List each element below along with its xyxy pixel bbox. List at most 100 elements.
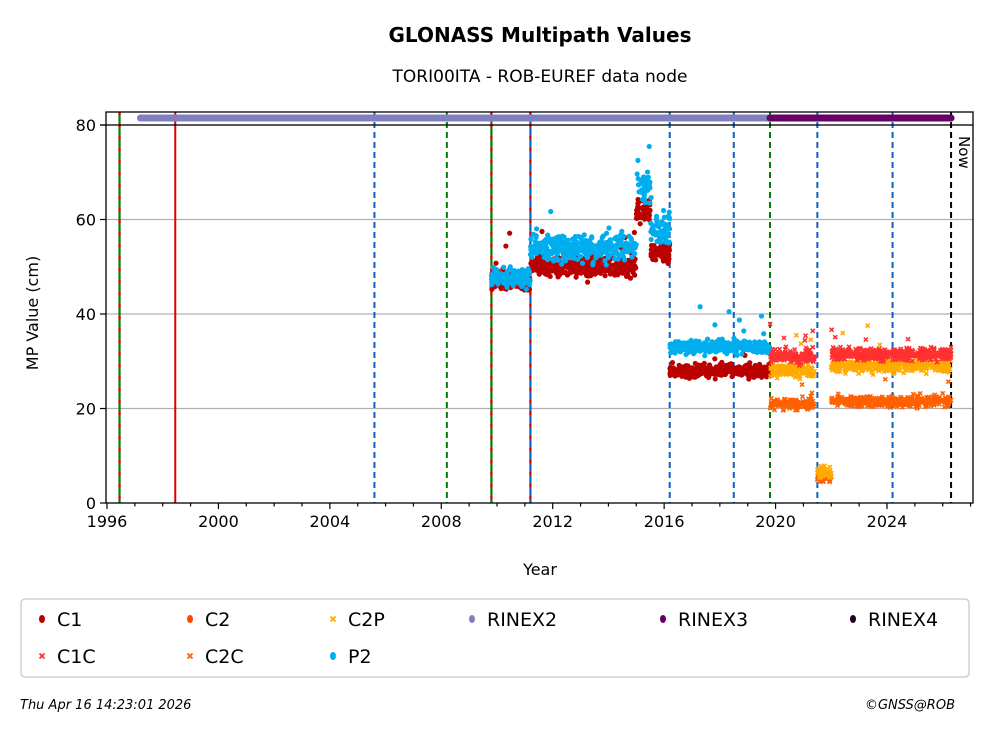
data-point-c2p <box>822 470 828 477</box>
data-point-c1 <box>528 260 534 267</box>
data-point-c1c <box>891 348 897 354</box>
data-point-c2p <box>923 371 929 377</box>
data-point-c2c <box>802 403 808 409</box>
data-point-c1 <box>544 270 550 276</box>
data-point-p2 <box>583 237 589 244</box>
data-point-p2 <box>715 344 721 350</box>
data-point-c2p <box>817 469 824 475</box>
data-point-p2 <box>656 235 663 241</box>
data-point-c1 <box>674 372 680 378</box>
data-point-p2 <box>581 232 587 238</box>
data-point-p2 <box>524 277 530 283</box>
data-point-c2c <box>858 400 864 406</box>
data-point-p2 <box>614 245 620 251</box>
data-point-c2p <box>840 360 846 367</box>
data-point-p2 <box>561 251 567 257</box>
legend-label: RINEX3 <box>678 609 748 631</box>
legend-marker-icon <box>186 652 194 660</box>
data-point-c1c <box>905 336 911 342</box>
data-point-c2p <box>884 359 890 365</box>
legend-label: C2 <box>205 609 230 631</box>
data-point-c2p <box>808 373 814 379</box>
data-point-c1c <box>794 356 800 362</box>
data-point-c2c <box>870 403 876 409</box>
data-point-c2p <box>945 366 952 373</box>
data-point-p2 <box>554 234 560 241</box>
data-point-c2c <box>781 396 787 403</box>
data-point-c1c <box>896 352 903 358</box>
data-point-c2p <box>792 365 798 371</box>
data-point-c1 <box>662 257 669 263</box>
data-point-c2c <box>945 404 951 410</box>
chart-title: GLONASS Multipath Values <box>389 23 692 47</box>
data-point-c1c <box>787 348 793 354</box>
data-point-p2 <box>648 236 654 243</box>
data-point-p2 <box>719 342 725 349</box>
data-point-c2c <box>793 397 799 403</box>
data-point-c1 <box>613 264 620 270</box>
data-point-p2 <box>683 345 689 351</box>
data-point-p2 <box>737 344 743 350</box>
data-point-p2 <box>489 280 495 287</box>
data-point-p2 <box>660 231 666 237</box>
data-point-c1 <box>574 271 580 277</box>
data-point-c1c <box>854 357 860 363</box>
data-point-c2p <box>808 337 814 343</box>
data-point-c1 <box>650 250 656 256</box>
data-point-c1c <box>861 347 867 353</box>
data-point-c2p <box>845 364 851 370</box>
data-point-c2p <box>942 361 948 367</box>
data-point-c1 <box>667 372 673 378</box>
data-point-c2c <box>834 403 840 409</box>
data-point-p2 <box>561 255 567 261</box>
data-point-c1 <box>567 269 574 275</box>
data-point-c1c <box>835 355 841 361</box>
x-tick-label: 2020 <box>755 512 796 531</box>
data-point-c1 <box>602 268 608 274</box>
data-point-c2c <box>879 399 885 405</box>
data-point-p2 <box>585 254 591 260</box>
data-point-c2c <box>910 391 916 397</box>
data-point-c1 <box>759 369 765 375</box>
data-point-c2p <box>827 468 833 474</box>
footer-copyright: ©GNSS@ROB <box>865 698 955 713</box>
data-point-c2p <box>776 369 782 375</box>
data-point-c2c <box>931 402 937 408</box>
data-point-c1 <box>503 243 509 249</box>
data-point-c1 <box>650 256 656 262</box>
data-point-p2 <box>516 280 522 286</box>
data-point-p2 <box>543 249 549 255</box>
data-point-p2 <box>697 344 703 350</box>
data-point-c1c <box>944 347 951 353</box>
data-point-c1 <box>602 273 608 279</box>
data-point-c2c <box>844 397 850 403</box>
data-point-p2 <box>666 216 673 222</box>
data-point-p2 <box>496 278 502 284</box>
data-point-p2 <box>761 339 768 345</box>
data-point-p2 <box>549 250 555 256</box>
data-point-p2 <box>663 237 669 243</box>
data-point-c1 <box>723 362 729 368</box>
legend-label: C2C <box>205 646 244 668</box>
data-point-p2 <box>566 246 573 252</box>
data-point-p2 <box>702 353 708 359</box>
data-point-p2 <box>678 343 685 349</box>
data-point-c1 <box>555 272 561 278</box>
data-point-p2 <box>542 240 548 246</box>
data-point-p2 <box>703 345 709 351</box>
data-point-c2c <box>838 400 845 406</box>
data-point-c1 <box>717 372 723 378</box>
data-point-c2p <box>798 341 804 347</box>
data-point-c2c <box>873 398 879 404</box>
data-point-p2 <box>719 336 725 342</box>
data-point-p2 <box>523 286 529 292</box>
data-point-c2p <box>917 365 924 372</box>
data-point-p2 <box>620 254 626 260</box>
data-point-c2p <box>817 474 823 480</box>
data-point-p2 <box>533 249 540 256</box>
data-point-c2c <box>907 403 913 409</box>
data-point-c1c <box>802 337 808 343</box>
data-point-p2 <box>618 242 624 248</box>
data-point-c1 <box>679 364 685 370</box>
data-point-c1 <box>635 206 642 212</box>
